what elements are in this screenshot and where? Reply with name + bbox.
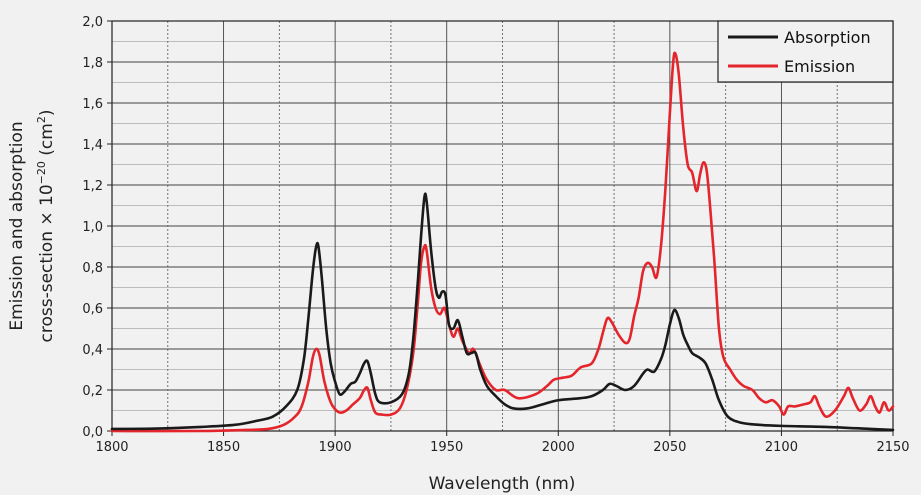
y-tick-label: 0,4 [82, 343, 103, 358]
x-tick-label: 2050 [653, 440, 686, 455]
y-tick-label: 0,0 [82, 425, 103, 440]
y-tick-label: 1,0 [82, 220, 103, 235]
y-tick-label: 2,0 [82, 15, 103, 30]
y-axis-title-line2: cross-section × 10−20 (cm2) [35, 110, 57, 343]
y-tick-label: 1,6 [82, 97, 103, 112]
x-tick-label: 2100 [765, 440, 798, 455]
legend-label-emission: Emission [784, 57, 855, 76]
x-tick-label: 2000 [542, 440, 575, 455]
y-axis-title-unit-exponent: 2 [35, 116, 48, 123]
x-tick-label: 1800 [95, 440, 128, 455]
legend: Absorption Emission [717, 20, 894, 83]
x-tick-label: 1900 [319, 440, 352, 455]
series-line-absorption [110, 192, 895, 432]
y-tick-label: 0,8 [82, 261, 103, 276]
x-axis-ticks: 1800 1850 1900 1950 2000 2050 2100 2150 [95, 431, 910, 455]
legend-box [717, 20, 894, 83]
x-axis-title: Wavelength (nm) [429, 474, 576, 494]
y-axis-title-prefix: cross-section × 10 [37, 184, 57, 342]
y-tick-label: 1,2 [82, 179, 103, 194]
y-axis-title-line1: Emission and absorption [7, 121, 27, 330]
y-tick-label: 0,6 [82, 302, 103, 317]
y-tick-label: 0,2 [82, 384, 103, 399]
series-layer [110, 51, 895, 433]
x-tick-label: 1950 [430, 440, 463, 455]
series-line-emission [110, 51, 895, 433]
y-axis-title-unit-open: (cm [37, 123, 57, 161]
legend-label-absorption: Absorption [784, 28, 871, 47]
x-tick-label: 1850 [207, 440, 240, 455]
y-tick-label: 1,4 [82, 138, 103, 153]
y-axis-title-exponent: −20 [35, 161, 48, 184]
y-axis-ticks: 0,0 0,2 0,4 0,6 0,8 1,0 1,2 1,4 1,6 1,8 2,0 [82, 15, 112, 440]
y-axis-title-unit-close: ) [37, 110, 57, 117]
y-tick-label: 1,8 [82, 56, 103, 71]
x-tick-label: 2150 [876, 440, 909, 455]
